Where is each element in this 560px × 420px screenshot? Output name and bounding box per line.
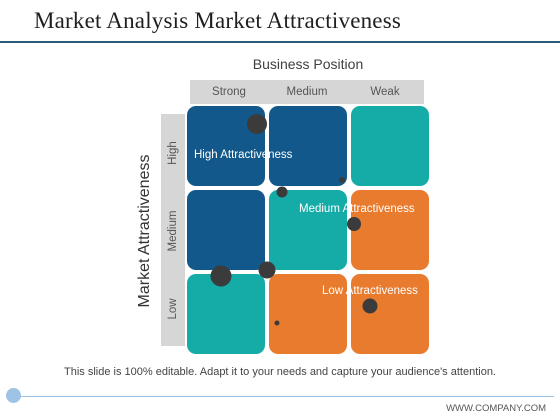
cell-medium-medium [269, 190, 347, 270]
bubble [339, 177, 345, 183]
row-label-high-text: High [167, 141, 179, 165]
zone-label-medium: Medium Attractiveness [299, 203, 415, 215]
column-label-weak: Weak [370, 86, 400, 98]
cell-medium-weak [351, 190, 429, 270]
cell-high-medium [269, 106, 347, 186]
y-axis-title-text: Market Attractiveness [136, 154, 153, 308]
bubble [276, 186, 288, 198]
bubble [247, 114, 267, 134]
bubble [210, 265, 232, 287]
footer-circle [6, 388, 21, 403]
row-header-band: High Medium Low [161, 114, 185, 346]
bubble [258, 261, 276, 279]
bubble [362, 298, 378, 314]
cell-low-medium [269, 274, 347, 354]
column-label-strong: Strong [212, 86, 246, 98]
row-label-high: High [161, 114, 185, 192]
row-label-medium: Medium [161, 192, 185, 270]
bubble [274, 320, 280, 326]
cell-high-weak [351, 106, 429, 186]
zone-label-high: High Attractiveness [194, 149, 293, 161]
title-divider [0, 41, 560, 43]
footnote: This slide is 100% editable. Adapt it to… [64, 366, 496, 378]
footer-line [14, 396, 554, 397]
x-axis-title: Business Position [252, 56, 364, 72]
cell-low-weak [351, 274, 429, 354]
column-label-medium: Medium [286, 86, 328, 98]
column-header-band: Strong Medium Weak [190, 80, 424, 104]
row-label-medium-text: Medium [167, 210, 179, 252]
cell-medium-strong [187, 190, 265, 270]
zone-label-low: Low Attractiveness [322, 285, 418, 297]
bubble [347, 217, 361, 231]
row-label-low-text: Low [167, 298, 179, 320]
row-label-low: Low [161, 270, 185, 348]
company-url: WWW.COMPANY.COM [446, 403, 546, 414]
cell-low-strong [187, 274, 265, 354]
slide-title: Market Analysis Market Attractiveness [34, 8, 402, 33]
